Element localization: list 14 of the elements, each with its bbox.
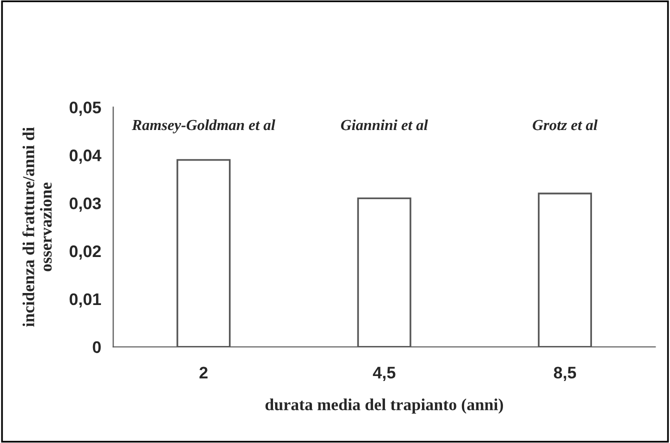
y-tick-label: 0,02 xyxy=(70,245,101,260)
y-tick-label: 0,01 xyxy=(70,293,101,308)
annotation: Ramsey-Goldman et al xyxy=(132,119,276,134)
y-axis-title: incidenza di fratture/anni di osservazione xyxy=(22,127,52,327)
y-tick-label: 0,05 xyxy=(70,102,101,116)
x-tick-label: 8,5 xyxy=(554,366,576,381)
annotation: Giannini et al xyxy=(341,119,428,130)
y-tick-label: 0 xyxy=(92,341,101,354)
y-tick-label: 0,03 xyxy=(70,197,101,212)
y-tick-label: 0,04 xyxy=(70,150,102,164)
x-tick-label: 4,5 xyxy=(372,366,396,381)
annotation: Grotz et al xyxy=(532,119,598,130)
x-axis-title: durata media del trapianto (anni) xyxy=(265,398,503,414)
x-tick-label: 2 xyxy=(200,366,208,378)
